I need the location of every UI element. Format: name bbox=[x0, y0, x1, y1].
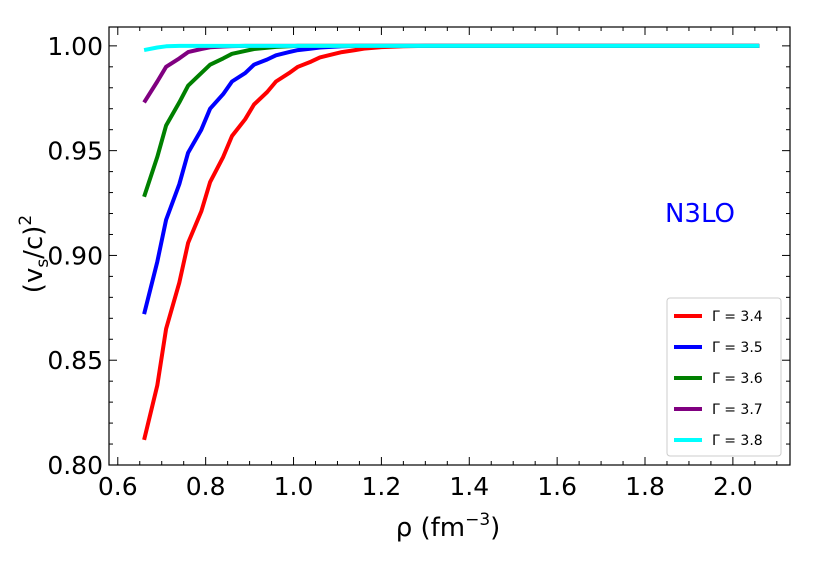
y-axis-label-sup: 2 bbox=[16, 215, 36, 226]
plot-frame bbox=[108, 26, 791, 466]
y-axis-label-mid: /c) bbox=[19, 226, 49, 259]
y-tick-label: 1.00 bbox=[47, 32, 103, 61]
annotation-n3lo: N3LO bbox=[665, 199, 735, 229]
x-axis-label-close: ) bbox=[490, 513, 500, 543]
x-tick-label: 1.2 bbox=[362, 472, 402, 501]
x-tick-label: 1.8 bbox=[625, 472, 665, 501]
legend-label: Γ = 3.8 bbox=[712, 433, 763, 449]
x-axis-label-sup: −3 bbox=[465, 510, 490, 530]
y-tick-label: 0.95 bbox=[47, 137, 103, 166]
x-tick-label: 1.4 bbox=[449, 472, 489, 501]
legend-label: Γ = 3.6 bbox=[712, 371, 763, 387]
tick-labels: 0.6 0.8 1.0 1.2 1.4 1.6 1.8 2.0 0.80 0.85 0.90 0.95… bbox=[47, 32, 752, 501]
legend-box bbox=[666, 297, 782, 457]
y-axis-label-open: (v bbox=[19, 268, 49, 294]
series-line bbox=[142, 43, 760, 198]
series-line bbox=[142, 43, 760, 315]
x-tick-label: 0.8 bbox=[186, 472, 226, 501]
x-tick-label: 2.0 bbox=[713, 472, 753, 501]
legend-label: Γ = 3.4 bbox=[712, 309, 763, 325]
legend: Γ = 3.4 Γ = 3.5 Γ = 3.6 Γ = 3.7 Γ = 3.8 bbox=[666, 297, 782, 457]
ticks bbox=[109, 27, 790, 466]
x-tick-label: 1.6 bbox=[537, 472, 577, 501]
legend-label: Γ = 3.5 bbox=[712, 340, 763, 356]
x-axis-label-base: ρ (fm bbox=[396, 513, 465, 543]
y-tick-label: 0.90 bbox=[47, 241, 103, 270]
series-line bbox=[143, 43, 760, 53]
plot-border bbox=[108, 26, 791, 466]
y-tick-label: 0.85 bbox=[47, 346, 103, 375]
y-axis-label: (vs/c)2 bbox=[16, 215, 53, 293]
y-tick-label: 0.80 bbox=[47, 451, 103, 480]
x-tick-label: 0.6 bbox=[98, 472, 138, 501]
series-lines bbox=[142, 43, 760, 441]
y-axis-label-sub: s bbox=[33, 259, 53, 268]
x-axis-label: ρ (fm−3) bbox=[396, 510, 501, 543]
legend-label: Γ = 3.7 bbox=[712, 402, 763, 418]
x-tick-label: 1.0 bbox=[274, 472, 314, 501]
